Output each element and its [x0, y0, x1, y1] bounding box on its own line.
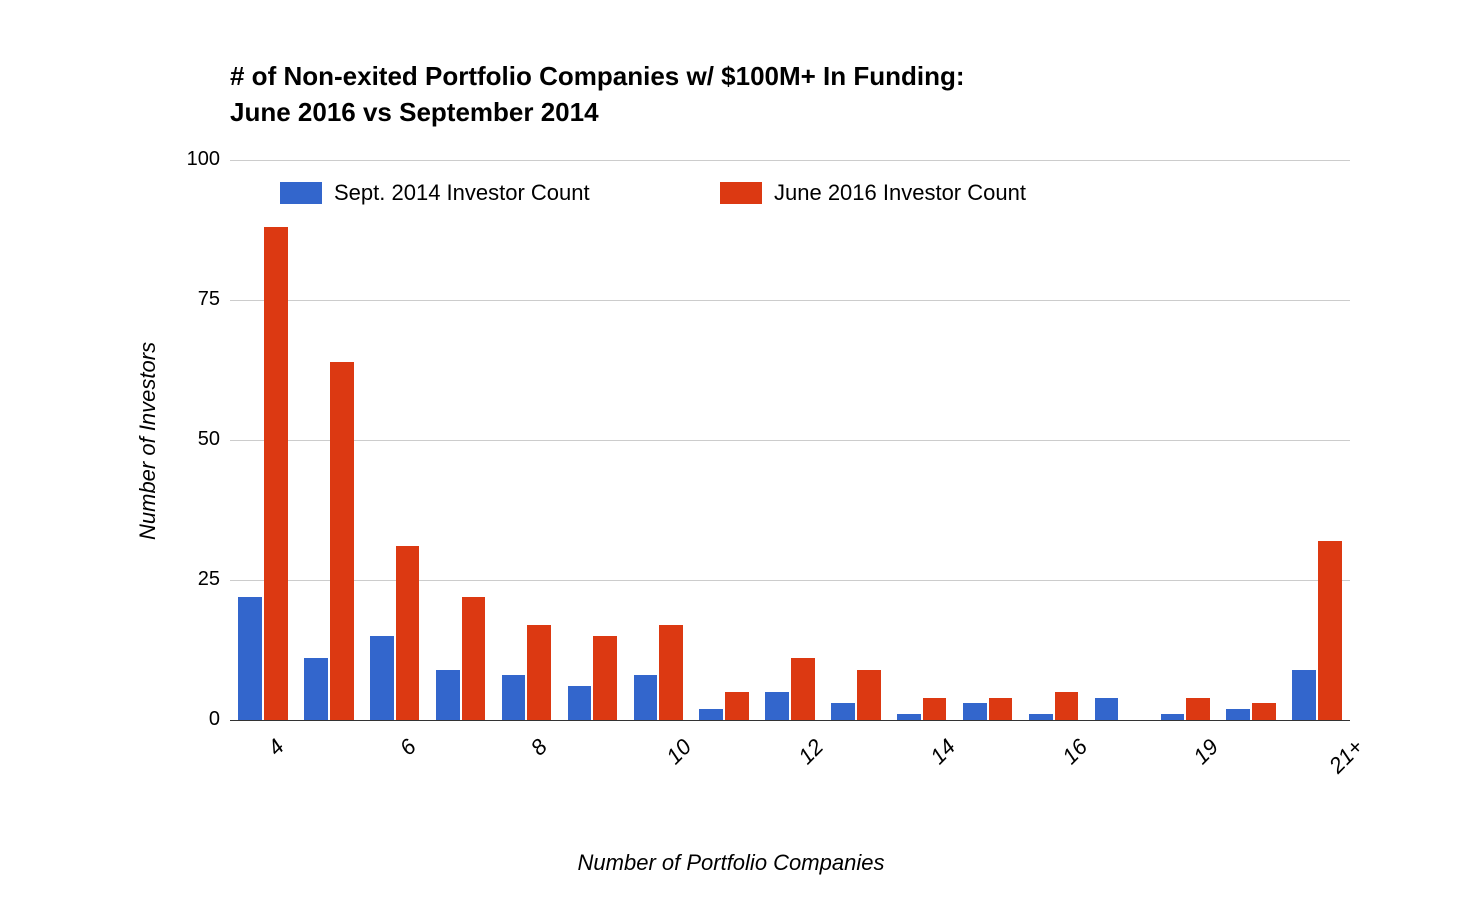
bar	[1095, 698, 1119, 720]
bar	[1318, 541, 1342, 720]
x-tick-label: 14	[925, 734, 961, 770]
legend-label: June 2016 Investor Count	[774, 180, 1026, 206]
bar	[264, 227, 288, 720]
legend-label: Sept. 2014 Investor Count	[334, 180, 590, 206]
gridline	[230, 440, 1350, 441]
bar	[238, 597, 262, 720]
bar	[1186, 698, 1210, 720]
y-tick-label: 25	[160, 568, 220, 591]
bar	[370, 636, 394, 720]
x-tick-label: 16	[1057, 734, 1093, 770]
bar	[396, 546, 420, 720]
bar	[989, 698, 1013, 720]
bar	[593, 636, 617, 720]
bar	[765, 692, 789, 720]
bar	[725, 692, 749, 720]
y-tick-label: 50	[160, 428, 220, 451]
bar	[1055, 692, 1079, 720]
legend-swatch	[720, 182, 762, 204]
bar	[699, 709, 723, 720]
bar	[1252, 703, 1276, 720]
bar	[527, 625, 551, 720]
bar	[659, 625, 683, 720]
y-tick-label: 100	[160, 148, 220, 171]
bar	[462, 597, 486, 720]
bar	[923, 698, 947, 720]
x-tick-label: 10	[661, 734, 697, 770]
bar	[1029, 714, 1053, 720]
bar	[568, 686, 592, 720]
gridline	[230, 160, 1350, 161]
bar	[791, 658, 815, 720]
bar	[1226, 709, 1250, 720]
bar	[857, 670, 881, 720]
y-axis-label: Number of Investors	[135, 342, 161, 540]
x-tick-label: 6	[394, 734, 421, 761]
bar	[963, 703, 987, 720]
bar	[634, 675, 658, 720]
legend-item: Sept. 2014 Investor Count	[280, 180, 590, 206]
legend-swatch	[280, 182, 322, 204]
bar	[304, 658, 328, 720]
bar	[502, 675, 526, 720]
x-tick-label: 12	[793, 734, 829, 770]
bar	[1292, 670, 1316, 720]
bar	[897, 714, 921, 720]
bar	[436, 670, 460, 720]
legend-item: June 2016 Investor Count	[720, 180, 1026, 206]
x-axis-label: Number of Portfolio Companies	[0, 850, 1462, 876]
gridline	[230, 720, 1350, 721]
y-tick-label: 0	[160, 708, 220, 731]
gridline	[230, 300, 1350, 301]
chart-title: # of Non-exited Portfolio Companies w/ $…	[230, 58, 965, 130]
x-tick-label: 4	[263, 734, 290, 761]
x-tick-label: 8	[526, 734, 553, 761]
x-tick-label: 21+	[1324, 734, 1369, 779]
x-tick-label: 19	[1188, 734, 1224, 770]
plot-area: 0255075100468101214161921+Sept. 2014 Inv…	[230, 160, 1350, 720]
bar	[1161, 714, 1185, 720]
bar	[831, 703, 855, 720]
chart-container: # of Non-exited Portfolio Companies w/ $…	[0, 0, 1462, 906]
y-tick-label: 75	[160, 288, 220, 311]
bar	[330, 362, 354, 720]
